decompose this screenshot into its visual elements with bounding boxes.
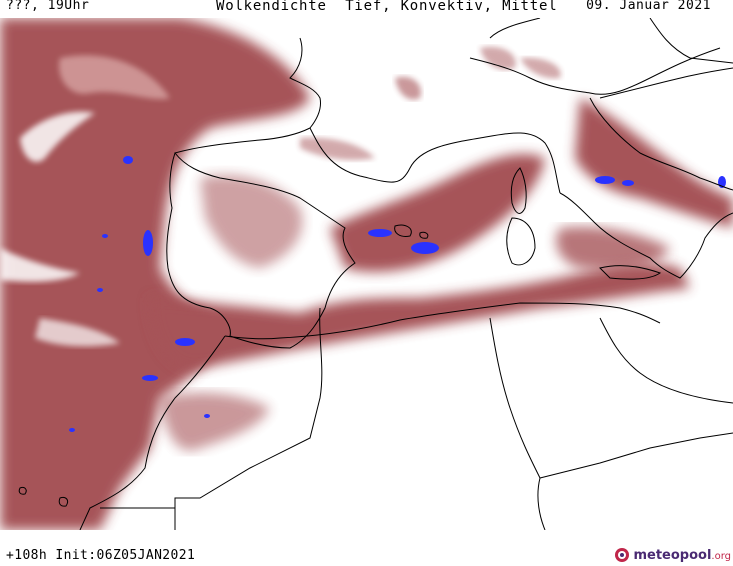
map-title: Wolkendichte Tief, Konvektiv, Mittel: [216, 0, 558, 14]
cloud-layer: [0, 18, 733, 530]
convective-cores: [69, 156, 726, 432]
map-footer: +108h Init:06Z05JAN2021 meteopool .org: [0, 540, 733, 566]
logo-name: meteopool: [633, 547, 712, 563]
map-header: ???, 19Uhr Wolkendichte Tief, Konvektiv,…: [0, 0, 733, 18]
globe-icon: [615, 548, 630, 562]
valid-date: 09. Januar 2021: [586, 0, 711, 13]
logo-tld: .org: [711, 550, 731, 562]
coastlines: [18, 18, 733, 530]
weather-map: [0, 18, 733, 530]
meteopool-logo[interactable]: meteopool .org: [614, 546, 731, 564]
forecast-info: +108h Init:06Z05JAN2021: [6, 548, 196, 563]
run-label: ???, 19Uhr: [6, 0, 90, 13]
